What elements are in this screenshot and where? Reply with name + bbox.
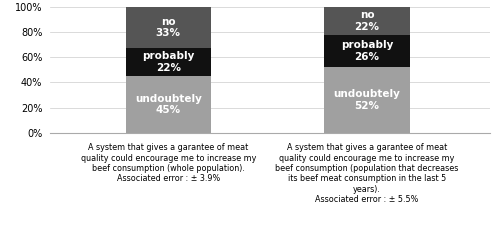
Text: no
33%: no 33% bbox=[156, 17, 181, 38]
Text: probably
26%: probably 26% bbox=[341, 40, 393, 62]
Text: no
22%: no 22% bbox=[354, 10, 380, 32]
Text: undoubtely
52%: undoubtely 52% bbox=[334, 89, 400, 111]
Bar bbox=[126, 76, 211, 133]
Bar bbox=[324, 35, 410, 67]
Bar bbox=[126, 49, 211, 76]
Text: probably
22%: probably 22% bbox=[142, 52, 195, 73]
Bar bbox=[126, 7, 211, 49]
Bar bbox=[324, 67, 410, 133]
Bar bbox=[324, 7, 410, 35]
Text: undoubtely
45%: undoubtely 45% bbox=[135, 94, 202, 115]
